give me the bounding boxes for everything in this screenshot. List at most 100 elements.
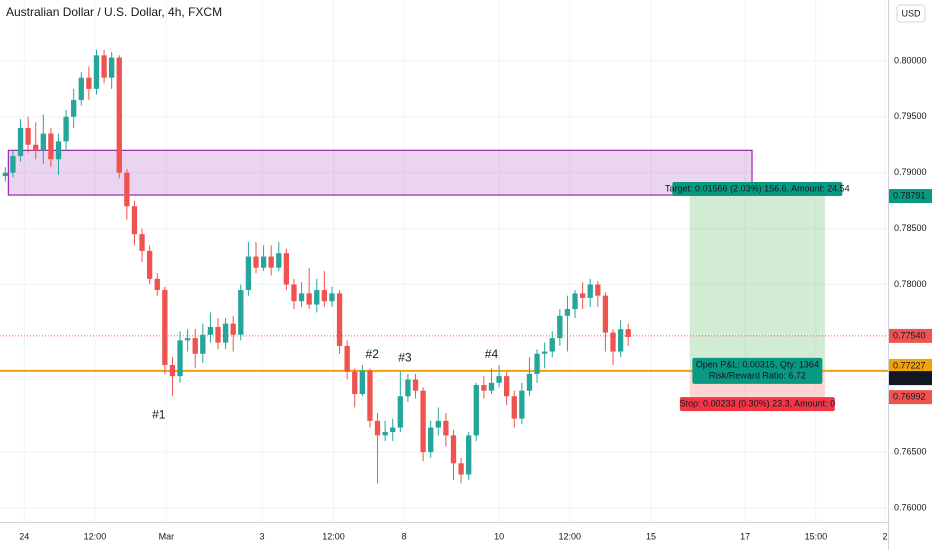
target-label-bg bbox=[672, 182, 843, 197]
y-tick-label: 0.78000 bbox=[894, 279, 927, 289]
candle-body bbox=[260, 256, 267, 268]
candle-body bbox=[298, 293, 305, 302]
candle-body bbox=[488, 382, 495, 391]
candle-body bbox=[71, 100, 77, 117]
candle-body bbox=[390, 427, 396, 433]
candle-body bbox=[526, 373, 533, 391]
candle-body bbox=[86, 77, 92, 89]
candle-body bbox=[564, 309, 571, 316]
candle-body bbox=[230, 323, 236, 335]
candle-body bbox=[48, 133, 54, 160]
candle-body bbox=[78, 77, 84, 101]
ratio-label: Risk/Reward Ratio: 6.72 bbox=[709, 370, 806, 380]
candle-body bbox=[329, 293, 335, 302]
candle-body bbox=[146, 250, 153, 279]
candle-body bbox=[359, 370, 365, 395]
candle-body bbox=[587, 284, 593, 298]
candle-body bbox=[572, 293, 578, 310]
stop-label-bg bbox=[679, 397, 835, 412]
candle-body bbox=[397, 396, 403, 428]
x-tick-label: 12:00 bbox=[558, 531, 581, 541]
candle-body bbox=[382, 432, 388, 436]
candle-body bbox=[534, 353, 540, 374]
candle-body bbox=[602, 295, 609, 333]
candle-body bbox=[283, 253, 290, 285]
candle-body bbox=[450, 435, 457, 464]
candle-body bbox=[473, 385, 479, 436]
candle-body bbox=[93, 55, 100, 89]
candle-body bbox=[336, 293, 343, 346]
candle-body bbox=[25, 127, 31, 145]
x-tick-label: 12:00 bbox=[84, 531, 107, 541]
candle-body bbox=[116, 57, 122, 173]
candle-body bbox=[268, 256, 274, 268]
supply-zone bbox=[7, 149, 753, 196]
candle-body bbox=[207, 326, 214, 335]
candle-body bbox=[276, 253, 282, 268]
candle-body bbox=[139, 234, 145, 251]
candle-body bbox=[557, 315, 563, 339]
price-label-bg bbox=[889, 371, 932, 386]
x-tick-label: 12:00 bbox=[322, 531, 345, 541]
candle-body bbox=[184, 338, 191, 341]
candle-body bbox=[215, 326, 221, 343]
candle-body bbox=[17, 127, 24, 156]
price-label: 0.76992 bbox=[893, 392, 926, 402]
candle-body bbox=[367, 370, 373, 421]
candle-body bbox=[101, 55, 107, 78]
candle-body bbox=[344, 345, 350, 372]
candle-body bbox=[435, 420, 441, 428]
price-label: 0.77225 bbox=[893, 372, 926, 382]
candle-body bbox=[504, 376, 510, 397]
candle-body bbox=[458, 463, 464, 475]
candle-body bbox=[519, 390, 525, 419]
pnl-label: Open P&L: 0.00315, Qty: 1364 bbox=[696, 359, 819, 369]
candle-body bbox=[154, 278, 160, 291]
x-tick-label: 3 bbox=[260, 531, 265, 541]
price-label-bg bbox=[889, 358, 932, 373]
candle-body bbox=[63, 116, 69, 142]
candle-body bbox=[162, 290, 168, 365]
candle-body bbox=[192, 338, 198, 354]
candle-body bbox=[10, 155, 16, 173]
candle-body bbox=[314, 290, 320, 305]
candle-body bbox=[595, 284, 601, 296]
currency-button[interactable] bbox=[896, 4, 926, 23]
candle-body bbox=[238, 290, 244, 335]
y-tick-label: 0.79000 bbox=[894, 167, 927, 177]
candle-body bbox=[610, 332, 616, 352]
candle-body bbox=[405, 379, 411, 397]
candle-body bbox=[177, 340, 183, 377]
price-label: 0.77227 bbox=[893, 360, 926, 370]
candle-body bbox=[541, 351, 548, 354]
candle-body bbox=[200, 334, 206, 354]
candle-body bbox=[374, 420, 381, 436]
candle-body bbox=[549, 338, 555, 352]
stop-label: Stop: 0.00233 (0.30%) 23.3, Amount: 0 bbox=[680, 399, 836, 409]
currency-label[interactable]: USD bbox=[901, 8, 921, 18]
x-tick-label: 10 bbox=[494, 531, 504, 541]
y-tick-label: 0.80000 bbox=[894, 55, 927, 65]
x-tick-label: 15:00 bbox=[805, 531, 828, 541]
candle-body bbox=[222, 323, 229, 343]
candle-body bbox=[306, 293, 312, 305]
x-tick-label: 2 bbox=[882, 531, 887, 541]
candle-body bbox=[511, 396, 517, 419]
x-tick-label: 8 bbox=[402, 531, 407, 541]
candle-body bbox=[428, 427, 434, 453]
candle-body bbox=[420, 390, 426, 453]
candle-body bbox=[253, 256, 259, 268]
price-label: 0.77540 bbox=[893, 330, 926, 340]
target-label: Target: 0.01566 (2.03%) 156.6, Amount: 2… bbox=[665, 183, 850, 193]
candle-body bbox=[466, 435, 472, 475]
candle-body bbox=[131, 206, 138, 235]
x-tick-label: 15 bbox=[646, 531, 656, 541]
y-tick-label: 0.79500 bbox=[894, 111, 927, 121]
target-area bbox=[689, 196, 825, 371]
candle-body bbox=[481, 385, 487, 391]
x-tick-label: 24 bbox=[19, 531, 29, 541]
x-tick-label: 17 bbox=[740, 531, 750, 541]
annotation: #3 bbox=[398, 350, 412, 364]
candle-body bbox=[109, 57, 115, 78]
